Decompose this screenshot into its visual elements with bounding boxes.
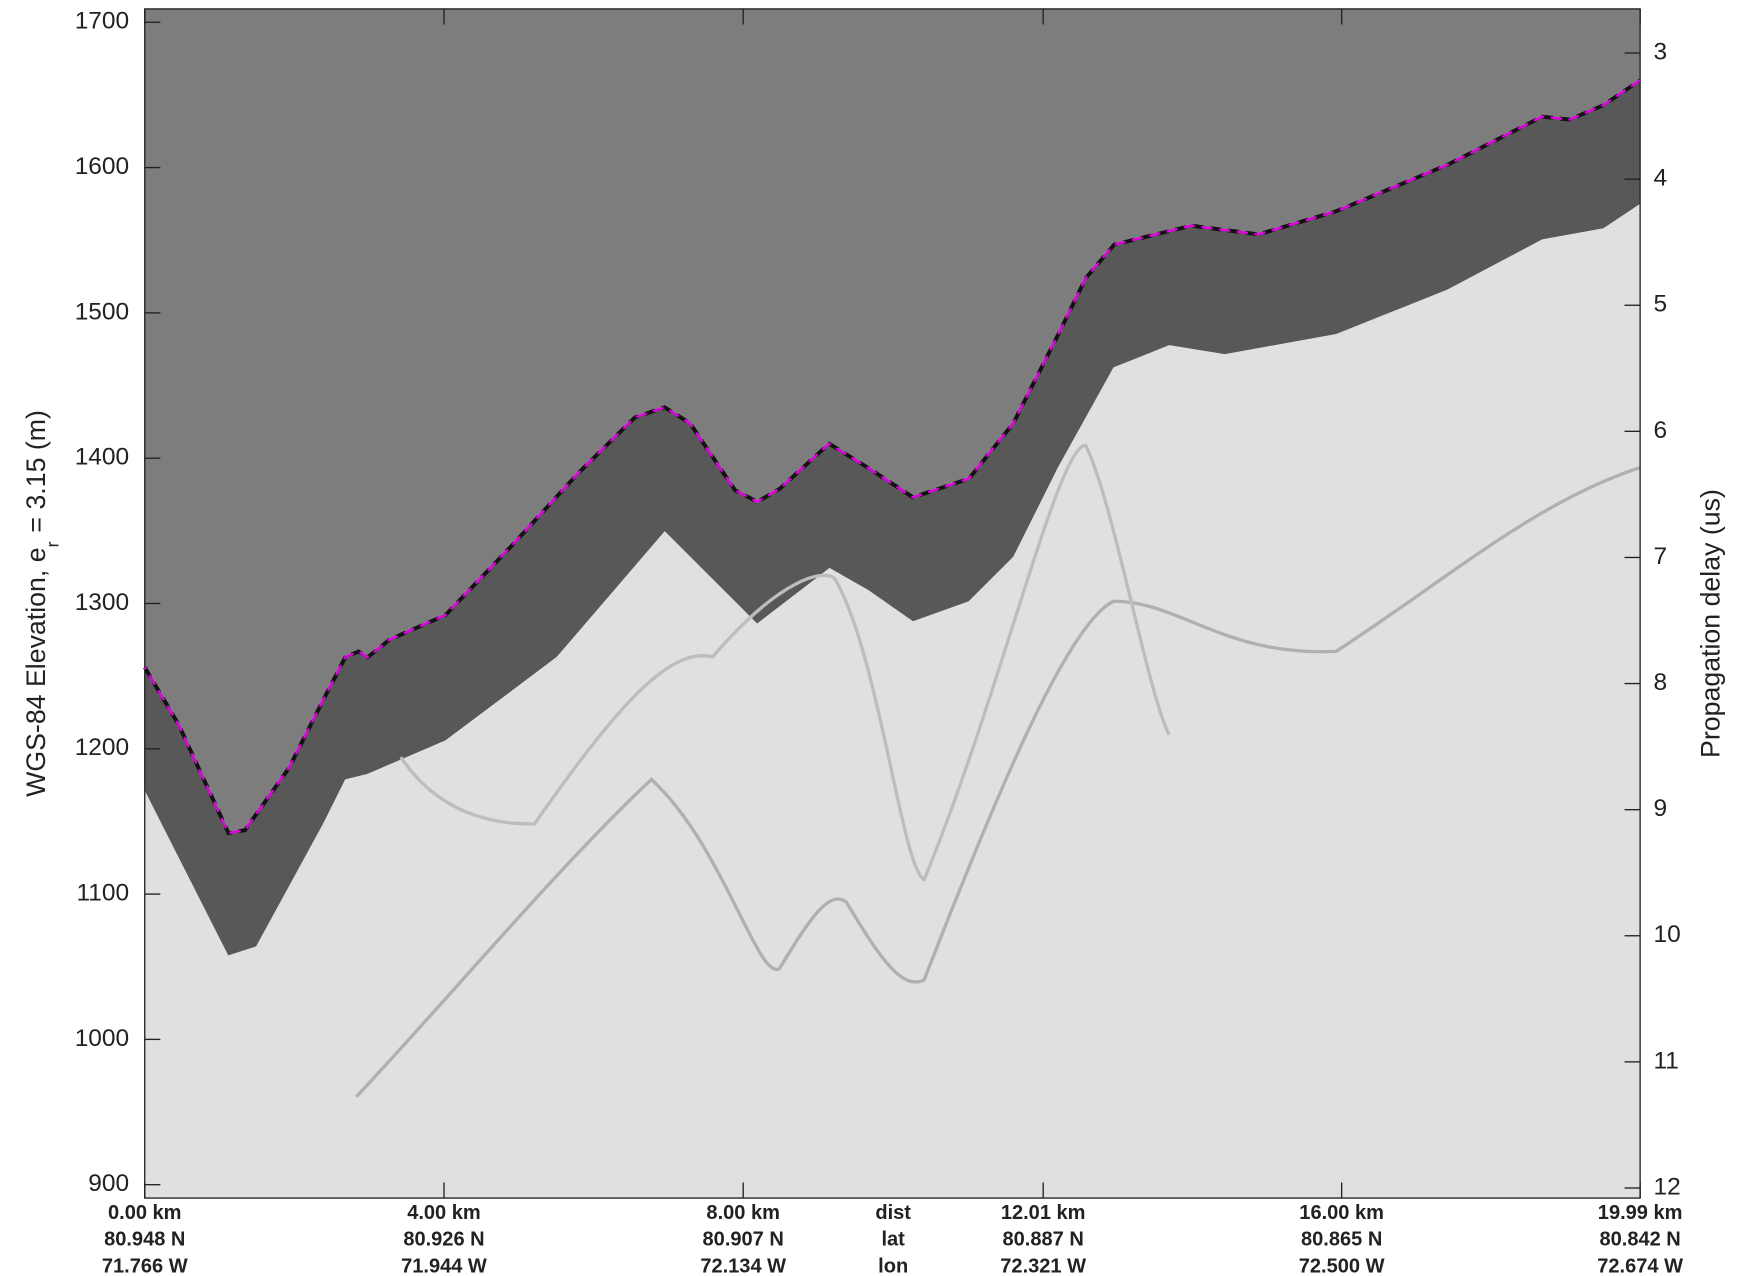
x-tick-label: 19.99 km: [1598, 1202, 1683, 1224]
y-tick-label: 1700: [75, 8, 129, 35]
echogram-reflector: [355, 466, 1641, 1098]
echogram-bed: [144, 203, 1641, 1199]
echogram: [144, 8, 1641, 1199]
y-tick-label: 900: [88, 1170, 129, 1197]
y2-tick-label: 12: [1653, 1173, 1680, 1200]
row-label: dist: [875, 1202, 911, 1224]
y-label-sub: r: [42, 541, 62, 547]
x-tick-lat: 80.948 N: [104, 1229, 185, 1251]
x-tick-lat: 80.887 N: [1003, 1229, 1084, 1251]
row-label: lat: [881, 1229, 905, 1251]
y-axis-label: WGS-84 Elevation, er = 3.15 (m): [21, 410, 62, 797]
echogram-air: [144, 8, 1641, 834]
x-tick-label: 8.00 km: [706, 1202, 780, 1224]
x-tick-lon: 71.944 W: [401, 1255, 487, 1276]
x-tick-lon: 72.321 W: [1000, 1255, 1086, 1276]
y2-tick-label: 10: [1653, 921, 1680, 948]
surface-line-shadow: [143, 78, 1642, 836]
y2-tick-label: 3: [1653, 39, 1667, 66]
y-tick-label: 1500: [75, 298, 129, 325]
y-tick-label: 1000: [75, 1025, 129, 1052]
y-tick-label: 1300: [75, 589, 129, 616]
x-tick-lon: 72.134 W: [700, 1255, 786, 1276]
y-tick-label: 1100: [77, 880, 130, 907]
x-tick-label: 16.00 km: [1299, 1202, 1384, 1224]
y-label-text: WGS-84 Elevation, e: [21, 547, 51, 796]
y2-tick-label: 9: [1653, 795, 1667, 822]
x-tick-label: 4.00 km: [407, 1202, 481, 1224]
y2-tick-label: 6: [1653, 417, 1667, 444]
y-tick-label: 1400: [75, 444, 129, 471]
y-tick-label: 1200: [75, 734, 129, 761]
x-tick-label: 12.01 km: [1001, 1202, 1086, 1224]
axes: 900 1000 1100 1200 1300 1400 1500 1600 1700 3 4 5 6 7…: [75, 8, 1683, 1276]
y2-tick-label: 8: [1653, 669, 1667, 696]
x-tick-lon: 71.766 W: [102, 1255, 188, 1276]
y2-axis-label: Propagation delay (us): [1696, 489, 1726, 758]
x-tick-lat: 80.907 N: [703, 1229, 784, 1251]
y-tick-label: 1600: [75, 153, 129, 180]
x-tick-lat: 80.865 N: [1301, 1229, 1382, 1251]
row-label: lon: [878, 1255, 908, 1276]
y2-tick-label: 11: [1653, 1047, 1678, 1074]
x-tick-lon: 72.674 W: [1597, 1255, 1683, 1276]
x-tick-lon: 72.500 W: [1299, 1255, 1385, 1276]
echogram-reflector: [399, 443, 1171, 882]
y2-tick-label: 7: [1653, 543, 1667, 570]
x-tick-lat: 80.926 N: [403, 1229, 484, 1251]
y-label-end: = 3.15 (m): [21, 410, 51, 533]
x-tick-lat: 80.842 N: [1599, 1229, 1680, 1251]
x-tick-label: 0.00 km: [108, 1202, 182, 1224]
y2-tick-label: 4: [1653, 165, 1667, 192]
y2-tick-label: 5: [1653, 291, 1667, 318]
surface-line: [143, 79, 1641, 835]
